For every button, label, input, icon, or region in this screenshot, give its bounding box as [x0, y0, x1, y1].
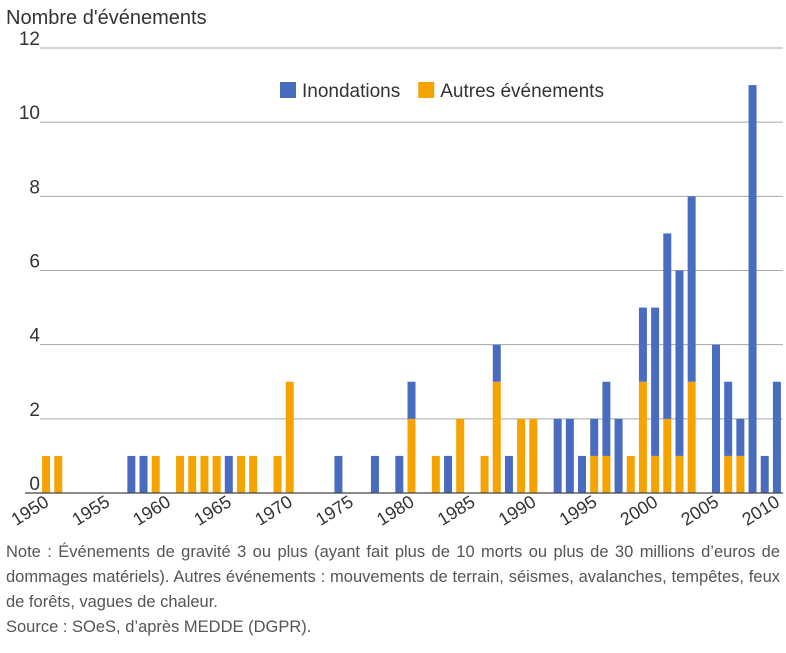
bar	[151, 455, 160, 493]
bar	[480, 455, 489, 493]
bar	[212, 455, 221, 493]
bar	[407, 418, 416, 493]
bar	[188, 455, 197, 493]
bar	[712, 344, 721, 493]
x-tick-label: 2000	[617, 491, 662, 529]
bar	[431, 455, 440, 493]
bar	[224, 455, 233, 493]
bar	[736, 455, 745, 493]
bar	[614, 418, 623, 493]
chart: Nombre d'événements 0 2 4 6 8 10 12 1950 1955 196…	[6, 7, 783, 530]
bar	[54, 455, 63, 493]
bar	[176, 455, 185, 493]
x-tick-label: 1995	[556, 491, 601, 529]
bar	[602, 381, 611, 456]
bar	[444, 455, 453, 493]
legend-swatch	[280, 82, 296, 98]
x-tick-label: 1955	[69, 491, 114, 529]
bar	[590, 418, 599, 456]
bar	[638, 381, 647, 493]
bar	[285, 381, 294, 493]
legend-label: Autres événements	[440, 81, 604, 102]
bar	[492, 344, 501, 382]
bar	[517, 418, 526, 493]
bar	[334, 455, 343, 493]
y-tick-label: 2	[29, 400, 40, 421]
y-tick-label: 4	[29, 326, 40, 347]
x-tick-label: 2005	[678, 491, 723, 529]
bar	[748, 85, 757, 493]
bar	[200, 455, 209, 493]
y-tick-label: 10	[19, 103, 40, 124]
bar	[651, 455, 660, 493]
bar	[724, 381, 733, 456]
bar	[249, 455, 258, 493]
bar	[663, 233, 672, 419]
chart-title: Nombre d'événements	[6, 7, 207, 29]
bar	[772, 381, 781, 493]
bar	[456, 418, 465, 493]
bar	[565, 418, 574, 493]
bar	[395, 455, 404, 493]
y-tick-label: 8	[29, 177, 40, 198]
bar	[236, 455, 245, 493]
x-tick-label: 1980	[373, 491, 418, 529]
bar	[663, 418, 672, 493]
x-tick-label: 1970	[251, 491, 296, 529]
bar	[724, 455, 733, 493]
bar	[736, 418, 745, 456]
notes: Note : Événements de gravité 3 ou plus (…	[6, 540, 780, 640]
bar	[675, 270, 684, 456]
x-tick-label: 2010	[738, 491, 783, 529]
source: Source : SOeS, d’après MEDDE (DGPR).	[6, 618, 312, 636]
x-tick-label: 1950	[8, 491, 53, 529]
bar	[590, 455, 599, 493]
y-tick-label: 12	[19, 29, 40, 50]
x-tick-label: 1985	[434, 491, 479, 529]
x-tick-label: 1990	[495, 491, 540, 529]
bar	[370, 455, 379, 493]
bar	[492, 381, 501, 493]
x-tick-label: 1965	[190, 491, 235, 529]
bar	[687, 381, 696, 493]
y-tick-label: 6	[29, 252, 40, 273]
bar	[42, 455, 51, 493]
y-tick-label: 0	[29, 474, 40, 495]
bar	[602, 455, 611, 493]
x-tick-label: 1960	[129, 491, 174, 529]
bar	[504, 455, 513, 493]
bar	[273, 455, 282, 493]
bar	[529, 418, 538, 493]
bar	[407, 381, 416, 419]
bar	[139, 455, 148, 493]
bar	[553, 418, 562, 493]
bar	[638, 307, 647, 382]
bar	[651, 307, 660, 456]
bar	[578, 455, 587, 493]
bar	[127, 455, 136, 493]
bar	[675, 455, 684, 493]
x-tick-label: 1975	[312, 491, 357, 529]
legend-swatch	[418, 82, 435, 98]
note: Note : Événements de gravité 3 ou plus (…	[6, 543, 780, 611]
bar	[687, 196, 696, 382]
bar	[626, 455, 635, 493]
bar	[760, 455, 769, 493]
legend-label: Inondations	[302, 81, 400, 102]
